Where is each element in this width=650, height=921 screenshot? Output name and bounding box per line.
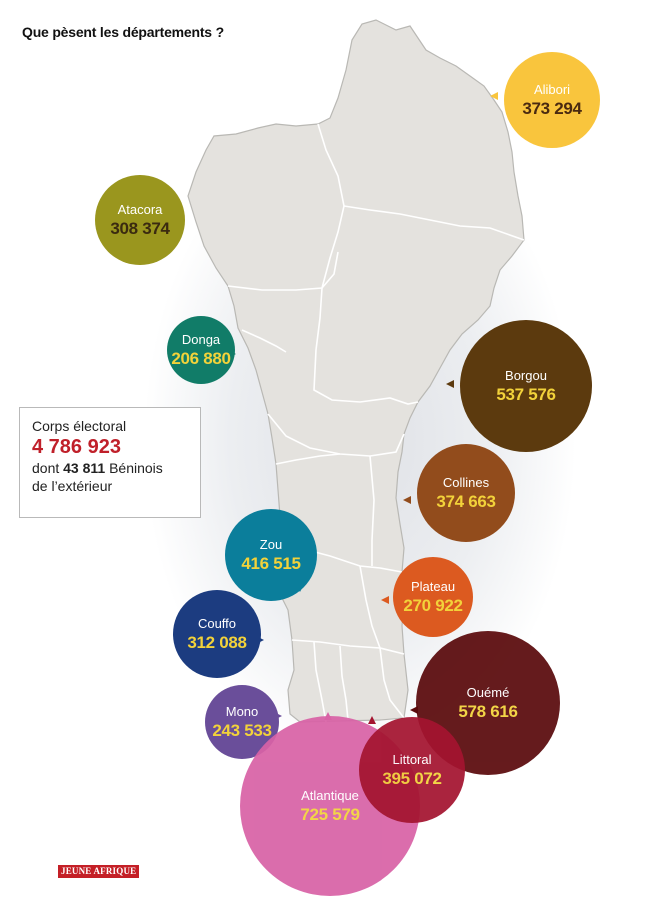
summary-label: Corps électoral: [32, 418, 127, 434]
bubble-pointer-littoral: [368, 716, 376, 724]
department-name: Borgou: [505, 367, 547, 383]
summary-abroad-count: 43 811: [63, 460, 106, 476]
department-value: 725 579: [300, 804, 360, 824]
department-value: 374 663: [436, 491, 496, 511]
department-name: Zou: [259, 536, 283, 552]
bubble-pointer-borgou: [446, 380, 454, 388]
department-name: Atacora: [117, 201, 163, 217]
bubble-pointer-oueme: [410, 706, 418, 714]
jeune-afrique-logo: JEUNE AFRIQUE: [58, 865, 140, 878]
country-outline: [187, 19, 525, 723]
department-name: Plateau: [410, 578, 456, 594]
department-value: 270 922: [403, 595, 463, 615]
department-name: Mono: [225, 703, 259, 719]
department-name: Atlantique: [301, 787, 359, 803]
bubble-atacora: Atacora 308 374: [95, 175, 185, 265]
department-value: 312 088: [187, 632, 247, 652]
bubble-littoral: Littoral 395 072: [359, 717, 465, 823]
page-title: Que pèsent les départements ?: [22, 24, 224, 40]
department-value: 243 533: [212, 720, 272, 740]
department-borders: [227, 123, 525, 723]
department-name: Collines: [442, 474, 490, 490]
summary-abroad-prefix: dont: [32, 460, 60, 476]
bubble-plateau: Plateau 270 922: [393, 557, 473, 637]
department-value: 416 515: [241, 553, 301, 573]
department-value: 395 072: [382, 768, 442, 788]
bubble-collines: Collines 374 663: [417, 444, 515, 542]
summary-total: 4 786 923: [32, 436, 121, 458]
bubble-pointer-plateau: [381, 596, 389, 604]
department-value: 578 616: [458, 701, 518, 721]
department-value: 206 880: [171, 348, 231, 368]
department-value: 537 576: [496, 384, 556, 404]
summary-abroad-line: dont 43 811 Béninois: [32, 459, 200, 477]
summary-abroad-line2: de l’extérieur: [32, 478, 113, 494]
bubble-pointer-collines: [403, 496, 411, 504]
electoral-summary-box: Corps électoral 4 786 923 dont 43 811 Bé…: [19, 407, 201, 518]
bubble-zou: Zou 416 515: [225, 509, 317, 601]
summary-abroad-suffix: Béninois: [109, 460, 163, 476]
bubble-couffo: Couffo 312 088: [173, 590, 261, 678]
bubble-donga: Donga 206 880: [167, 316, 235, 384]
department-name: Alibori: [533, 81, 571, 97]
bubble-borgou: Borgou 537 576: [460, 320, 592, 452]
bubble-alibori: Alibori 373 294: [504, 52, 600, 148]
department-value: 308 374: [110, 218, 170, 238]
bubble-pointer-alibori: [490, 92, 498, 100]
department-name: Couffo: [197, 615, 237, 631]
department-name: Ouémé: [466, 684, 510, 700]
department-name: Littoral: [392, 751, 432, 767]
department-name: Donga: [181, 331, 221, 347]
department-value: 373 294: [522, 98, 582, 118]
